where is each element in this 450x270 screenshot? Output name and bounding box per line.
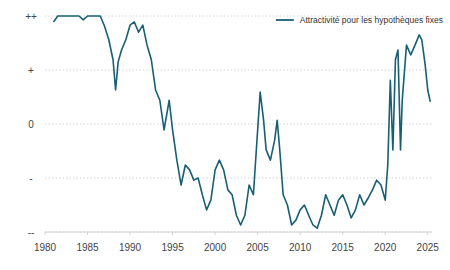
grid-line <box>45 70 432 71</box>
y-tick-label: 0 <box>28 119 34 130</box>
x-tick-label: 2025 <box>417 242 440 253</box>
chart: ---0+++198019851990199520002005201020152… <box>0 0 450 270</box>
x-tick <box>300 232 301 235</box>
x-tick <box>385 232 386 235</box>
x-tick-label: 2020 <box>374 242 397 253</box>
plot-area <box>54 16 431 228</box>
x-tick-label: 2000 <box>204 242 227 253</box>
x-tick-label: 1990 <box>119 242 142 253</box>
y-tick-label: ++ <box>25 11 37 22</box>
x-tick-label: 2015 <box>332 242 355 253</box>
y-tick-label: + <box>28 65 34 76</box>
x-tick <box>427 232 428 235</box>
x-tick <box>215 232 216 235</box>
x-tick <box>257 232 258 235</box>
legend-swatch <box>276 19 294 21</box>
x-tick <box>172 232 173 235</box>
grid-line <box>45 178 432 179</box>
x-tick <box>87 232 88 235</box>
x-axis-line <box>45 232 432 233</box>
x-tick <box>45 232 46 235</box>
x-tick-label: 2010 <box>289 242 312 253</box>
x-tick-label: 1985 <box>76 242 99 253</box>
x-tick <box>130 232 131 235</box>
legend-label: Attractivité pour les hypothèques fixes <box>300 15 443 25</box>
grid-line <box>45 232 432 233</box>
y-tick-label: - <box>29 173 32 184</box>
x-tick-label: 2005 <box>247 242 270 253</box>
x-tick-label: 1980 <box>34 242 57 253</box>
y-tick-label: -- <box>28 227 35 238</box>
x-tick-label: 1995 <box>161 242 184 253</box>
grid-line <box>45 124 432 125</box>
series-line <box>54 16 431 228</box>
x-tick <box>342 232 343 235</box>
